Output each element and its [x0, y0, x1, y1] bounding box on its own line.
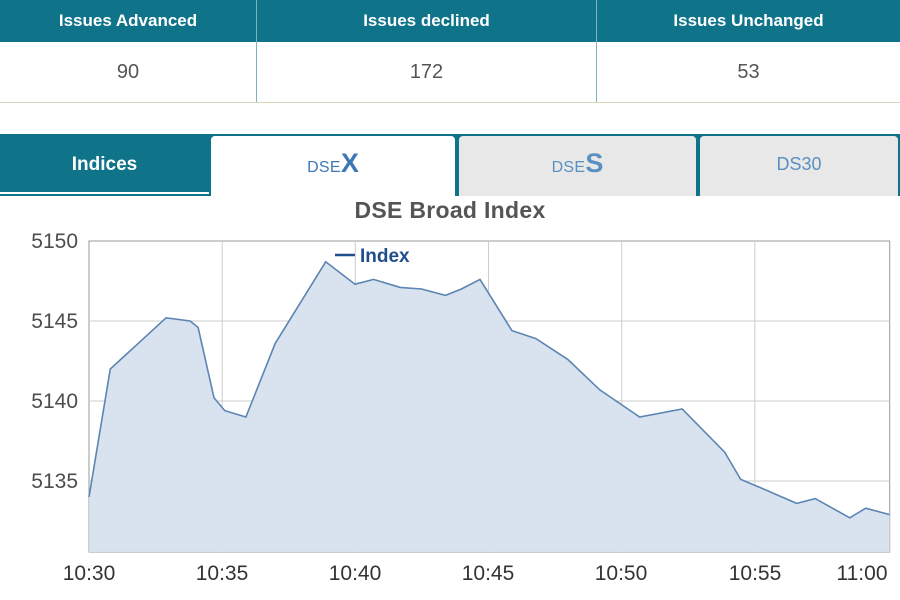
svg-text:10:30: 10:30 [63, 562, 116, 585]
svg-text:5140: 5140 [31, 390, 78, 413]
svg-text:5145: 5145 [31, 310, 78, 333]
svg-text:10:45: 10:45 [462, 562, 515, 585]
svg-text:10:40: 10:40 [329, 562, 382, 585]
svg-text:5150: 5150 [31, 230, 78, 253]
svg-text:10:50: 10:50 [595, 562, 648, 585]
svg-text:10:55: 10:55 [729, 562, 782, 585]
svg-text:10:35: 10:35 [196, 562, 249, 585]
svg-text:5135: 5135 [31, 470, 78, 493]
svg-text:11:00: 11:00 [837, 562, 888, 585]
svg-text:Index: Index [360, 246, 410, 267]
